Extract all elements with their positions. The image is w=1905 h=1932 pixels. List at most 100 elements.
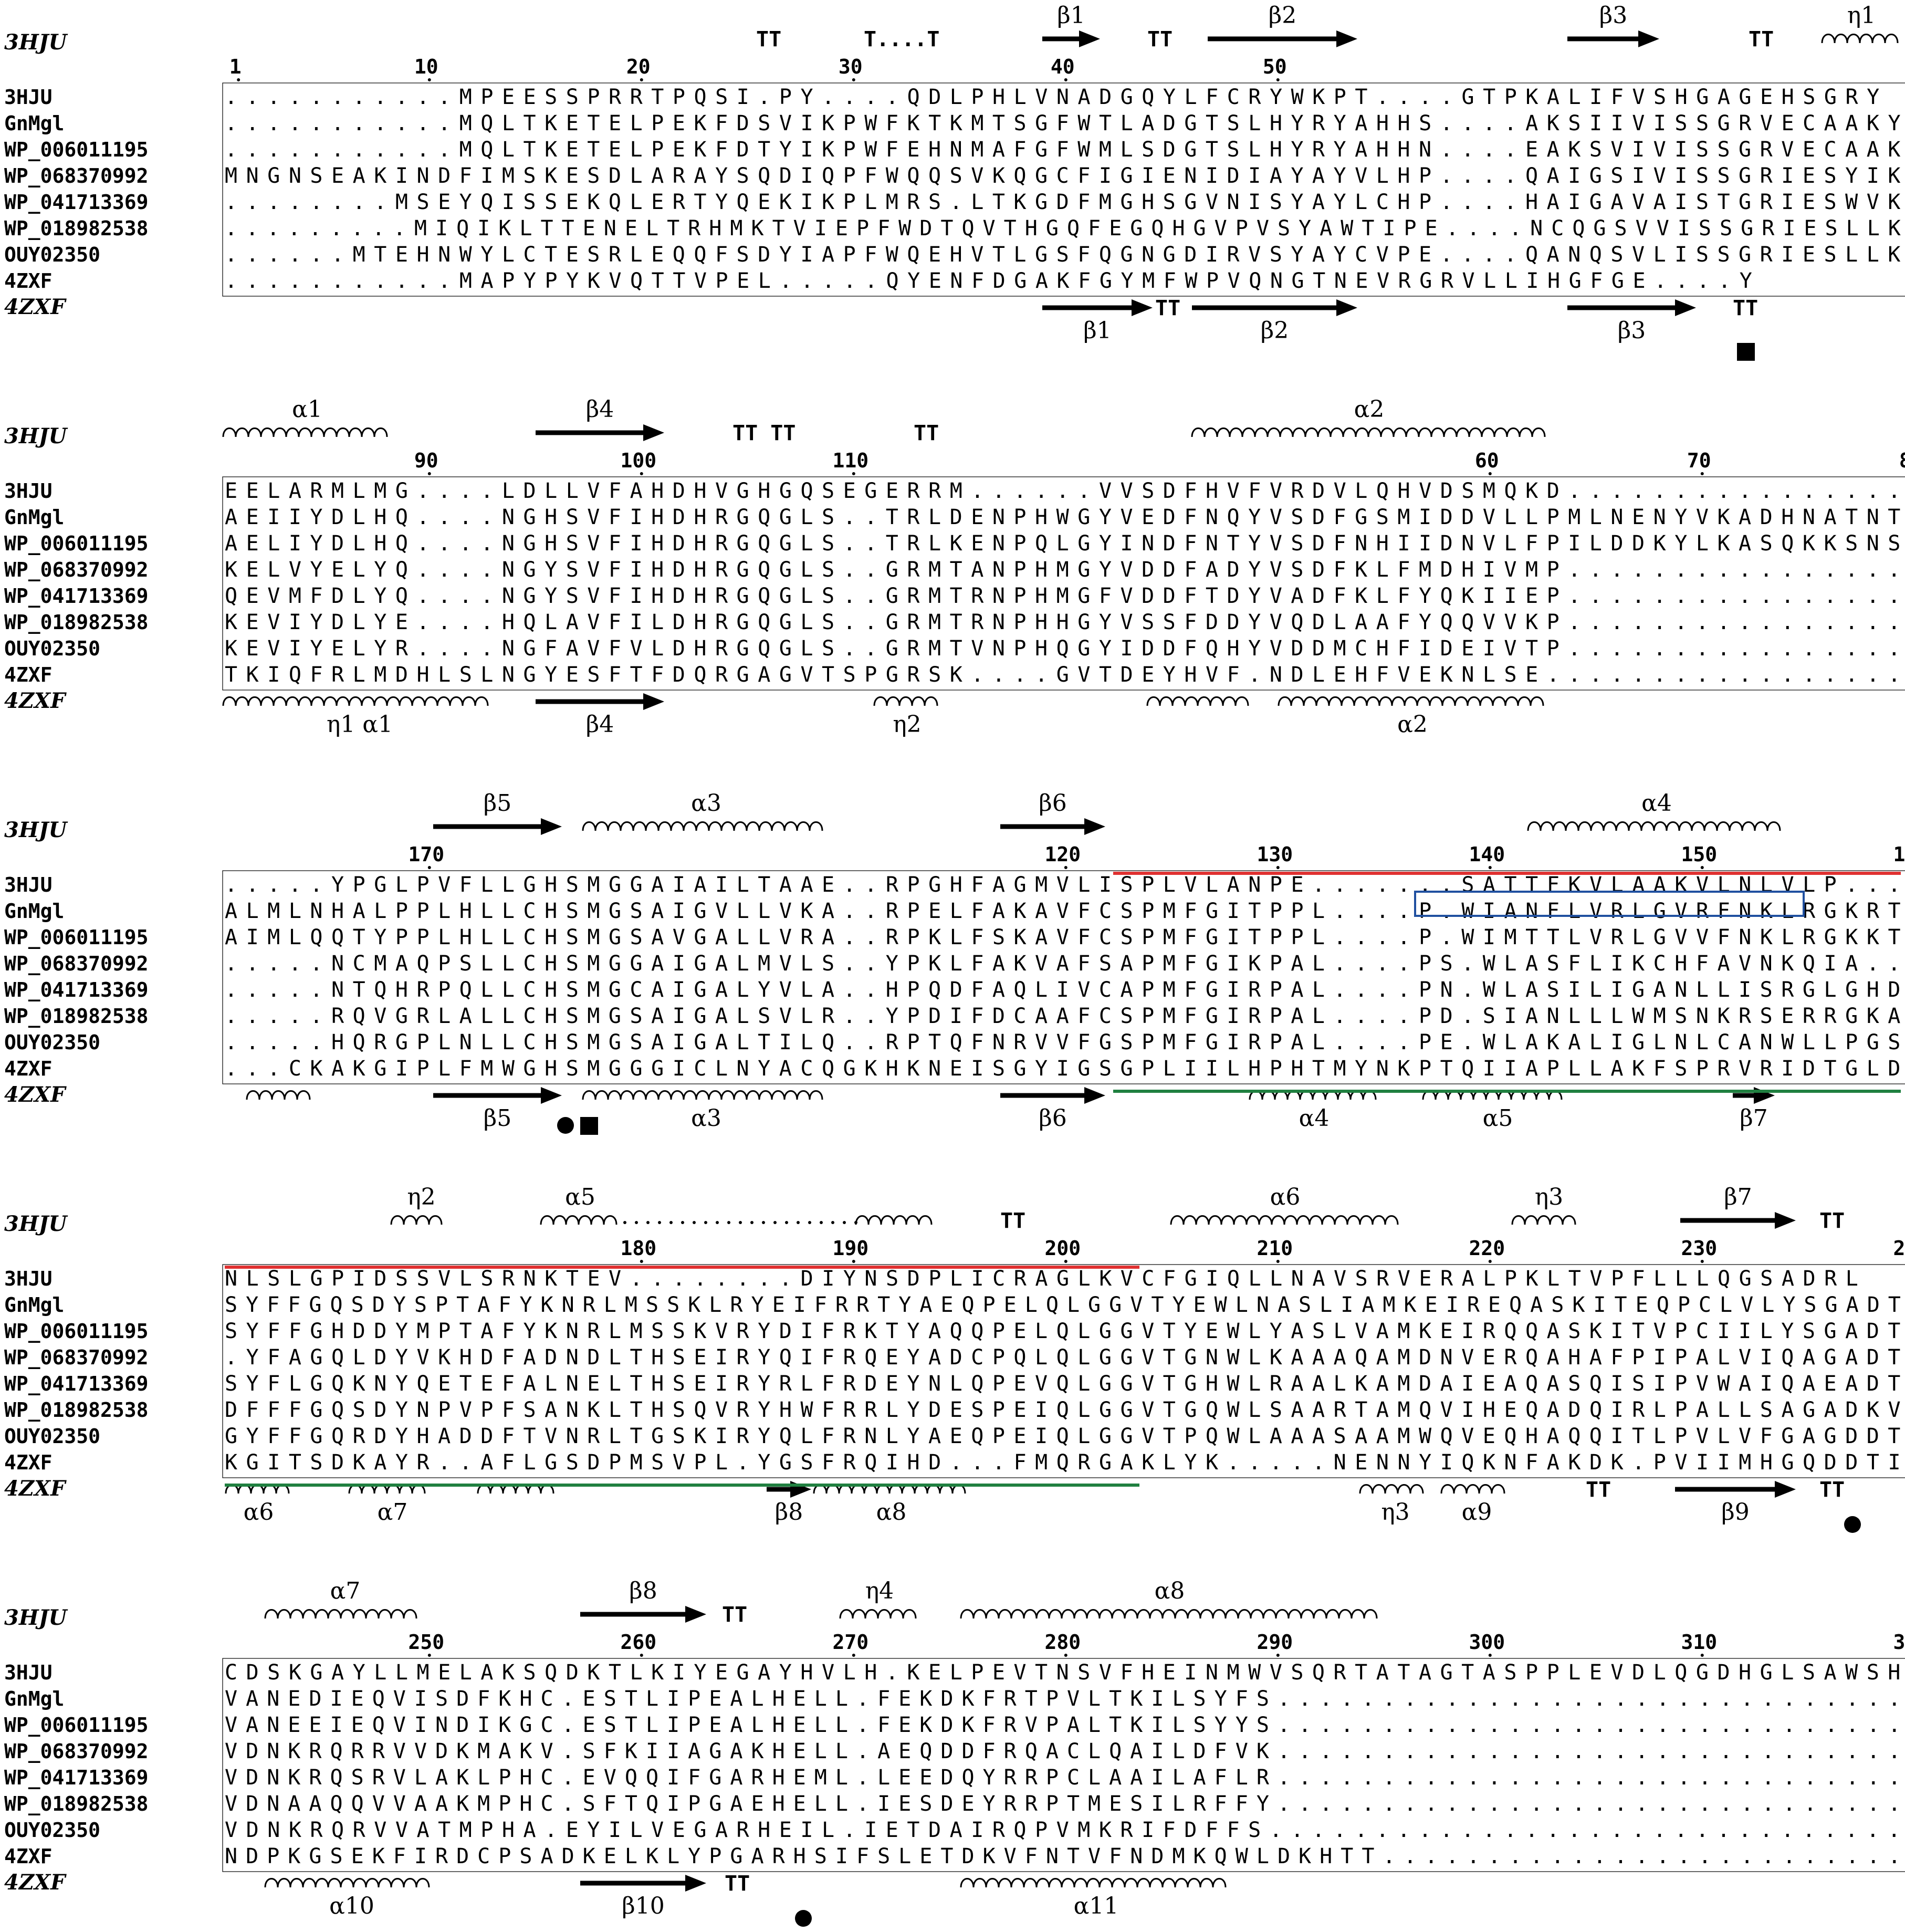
position-tick-dot [1064, 1654, 1067, 1657]
alignment-block-1: 1 10 20 30 40 50 3HJU ...........MPEESSPRRTPQSI… [4, 55, 1905, 319]
block2-sequence-row: EELARMLMG....LDLLVFAHDHVGHGQSEGERRM.....… [225, 479, 1901, 503]
block1-bottom-track-label: 4ZXF [4, 295, 67, 319]
block3-4zxf-ss-6-strand-arrow [1733, 1087, 1775, 1104]
block2-sequence-row: KEVIYDLYE....HQLAVFILDHRGQGLS..GRMTRNPHH… [225, 610, 1905, 634]
block5-sequence-row: NDPKGSEKFIRDCPSADKELKLYPGARHSIFSLETDKVFN… [225, 1844, 1905, 1868]
block4-4zxf-ss-1-helix [348, 1484, 426, 1494]
block5-position-number: 280 [1044, 1631, 1081, 1654]
block2-4zxf-ss-2-helix [873, 696, 938, 706]
block4-4zxf-ss-3-strand-arrow [767, 1481, 811, 1498]
block1-3hju-ss-4-strand-arrow [1208, 30, 1357, 47]
alignment-frame [222, 870, 1905, 1084]
block1-position-number: 30 [839, 55, 863, 78]
block1-sequence-row: ......MTEHNWYLCTESRLEQQFSDYIAPFWQEHVTLGS… [225, 243, 1905, 267]
block2-4zxf-ss-4-label: α2 [1397, 711, 1428, 738]
block3-sequence-row: .....NCMAQPSLLCHSMGGAIGALMVLS..YPKLFAKVA… [225, 952, 1905, 976]
block3-seq-name: 3HJU [4, 873, 53, 896]
block1-4zxf-ss-0-label: β1 [1083, 317, 1111, 344]
block1-4zxf-ss-2-label: β2 [1261, 317, 1289, 344]
block2-sequence-row: AEIIYDLHQ....NGHSVFIHDHRGQGLS..TRLDENPHW… [225, 505, 1905, 529]
block1-3hju-ss-6-turn-label: TT [1749, 27, 1774, 51]
block3-3hju-ss-0-label: β5 [484, 790, 511, 817]
block2-4zxf-ss-0-helix [222, 696, 489, 706]
block4-4zxf-ss-6-helix [1440, 1484, 1505, 1494]
block1-3hju-ss-5-label: β3 [1599, 2, 1627, 29]
block3-sequence-row: ALMLNHALPPLHLLCHSMGSAIGVLLVKA..RPELFAKAV… [225, 899, 1901, 923]
block4-position-number: 180 [620, 1237, 656, 1260]
block4-4zxf-ss-6-label: α9 [1462, 1499, 1492, 1526]
block3-seq-name: GnMgl [4, 900, 64, 923]
position-tick-dot [1276, 866, 1280, 869]
block2-3hju-ss-4-helix [1191, 427, 1546, 437]
block4-seq-name: 3HJU [4, 1267, 53, 1290]
block4-4zxf-ss-4-helix [813, 1484, 966, 1494]
block2-4zxf-ss-1-strand-arrow [536, 693, 664, 710]
block2-4zxf-ss-3-helix [1146, 696, 1249, 706]
block5-4zxf-ss-0-label: α10 [329, 1893, 374, 1919]
block2-seq-name: 4ZXF [4, 663, 53, 686]
block4-3hju-ss-6-helix [1511, 1215, 1576, 1225]
alignment-block-5: 250 260 270 280 290 300 310 320 3HJU CDSKGAYLLMEL… [4, 1631, 1905, 1895]
block1-seq-name: 3HJU [4, 86, 53, 109]
block1-sequence-row: ...........MQLTKETELPEKFDSVIKPWFKTKMTSGF… [225, 111, 1901, 135]
block5-position-number: 310 [1681, 1631, 1717, 1654]
position-tick-dot [640, 78, 643, 81]
block3-seq-name: WP_068370992 [4, 952, 149, 975]
block4-seq-name: WP_006011195 [4, 1320, 149, 1343]
block1-3hju-ss-7-helix [1821, 34, 1899, 44]
block5-position-number: 260 [620, 1631, 656, 1654]
block4-position-number: 230 [1681, 1237, 1717, 1260]
block4-3hju-ss-7-strand-arrow [1680, 1212, 1796, 1229]
alignment-frame [222, 1658, 1905, 1872]
block1-seq-name: WP_018982538 [4, 217, 149, 240]
block1-seq-name: OUY02350 [4, 243, 100, 266]
block1-position-number: 40 [1051, 55, 1075, 78]
block1-4zxf-ss-4-turn-label: TT [1733, 296, 1758, 320]
position-tick-dot [1064, 78, 1067, 81]
block5-sequence-row: VDNKRQRVVATMPHA.EYILVEGARHEIL.IETDAIRQPV… [225, 1818, 1905, 1842]
block2-seq-name: WP_006011195 [4, 532, 149, 555]
block3-sequence-row: AIMLQQTYPPLHLLCHSMGSAVGALLVRA..RPKLFSKAV… [225, 925, 1901, 949]
block2-4zxf-ss-1-label: β4 [586, 711, 614, 738]
block4-3hju-ss-5-label: α6 [1270, 1184, 1301, 1210]
block2-sequence-row: KELVYELYQ....NGYSVFIHDHRGQGLS..GRMTANPHM… [225, 558, 1905, 582]
block4-seq-name: WP_018982538 [4, 1398, 149, 1422]
block2-3hju-ss-0-helix [222, 427, 388, 437]
block4-4zxf-ss-4-label: α8 [876, 1499, 907, 1526]
position-tick-dot [852, 472, 855, 475]
block3-position-number: 120 [1044, 843, 1081, 866]
block4-seq-name: 4ZXF [4, 1451, 53, 1474]
position-tick-dot [852, 78, 855, 81]
block4-4zxf-ss-2-helix [477, 1484, 554, 1494]
block3-sequence-row: .....YPGLPVFLLGHSMGGAIAILTAAE..RPGHFAGMV… [225, 873, 1901, 897]
block3-position-number: 150 [1681, 843, 1717, 866]
block3-3hju-ss-1-label: α3 [691, 790, 721, 817]
block3-seq-name: WP_018982538 [4, 1005, 149, 1028]
position-tick-dot [427, 1654, 431, 1657]
position-tick-dot [640, 1260, 643, 1263]
block5-seq-name: WP_006011195 [4, 1714, 149, 1737]
block3-seq-name: OUY02350 [4, 1031, 100, 1054]
position-tick-dot [1700, 1654, 1704, 1657]
block2-3hju-ss-1-strand-arrow [536, 424, 664, 441]
position-tick-dot [1488, 472, 1492, 475]
block1-3hju-ss-0-turn-label: TT [756, 27, 781, 51]
block4-sequence-row: SYFFGHDDYMPTAFYKNRLMSSKVRYDIFRKTYAQQPELQ… [225, 1319, 1905, 1343]
block5-seq-name: WP_041713369 [4, 1766, 149, 1789]
block4-sequence-row: NLSLGPIDSSVLSRNKTEV........DIYNSDPLICRAG… [225, 1267, 1858, 1291]
block4-4zxf-ss-7-turn-label: TT [1586, 1478, 1611, 1502]
block2-position-number: 90 [414, 449, 438, 472]
block4-3hju-ss-7-label: β7 [1724, 1184, 1752, 1210]
block4-sequence-row: DFFFGQSDYNPVPFSANKLTHSQVRYHWFRRLYDESPEIQ… [225, 1398, 1901, 1422]
block4-sequence-row: .YFAGQLDYVKHDFADNDLTHSEIRYQIFRQEYADCPQLQ… [225, 1345, 1905, 1370]
block5-3hju-ss-1-strand-arrow [580, 1606, 706, 1623]
block2-3hju-ss-3-turn-label: TT [914, 421, 939, 445]
block4-4zxf-ss-0-label: α6 [244, 1499, 274, 1526]
block5-ss-track-label: 3HJU [4, 1605, 68, 1630]
block2-seq-name: OUY02350 [4, 637, 100, 660]
block4-position-number: 220 [1469, 1237, 1505, 1260]
position-tick-dot [1700, 1260, 1704, 1263]
block5-4zxf-ss-0-helix [264, 1878, 430, 1888]
block4-4zxf-ss-9-turn-label: TT [1819, 1478, 1845, 1502]
